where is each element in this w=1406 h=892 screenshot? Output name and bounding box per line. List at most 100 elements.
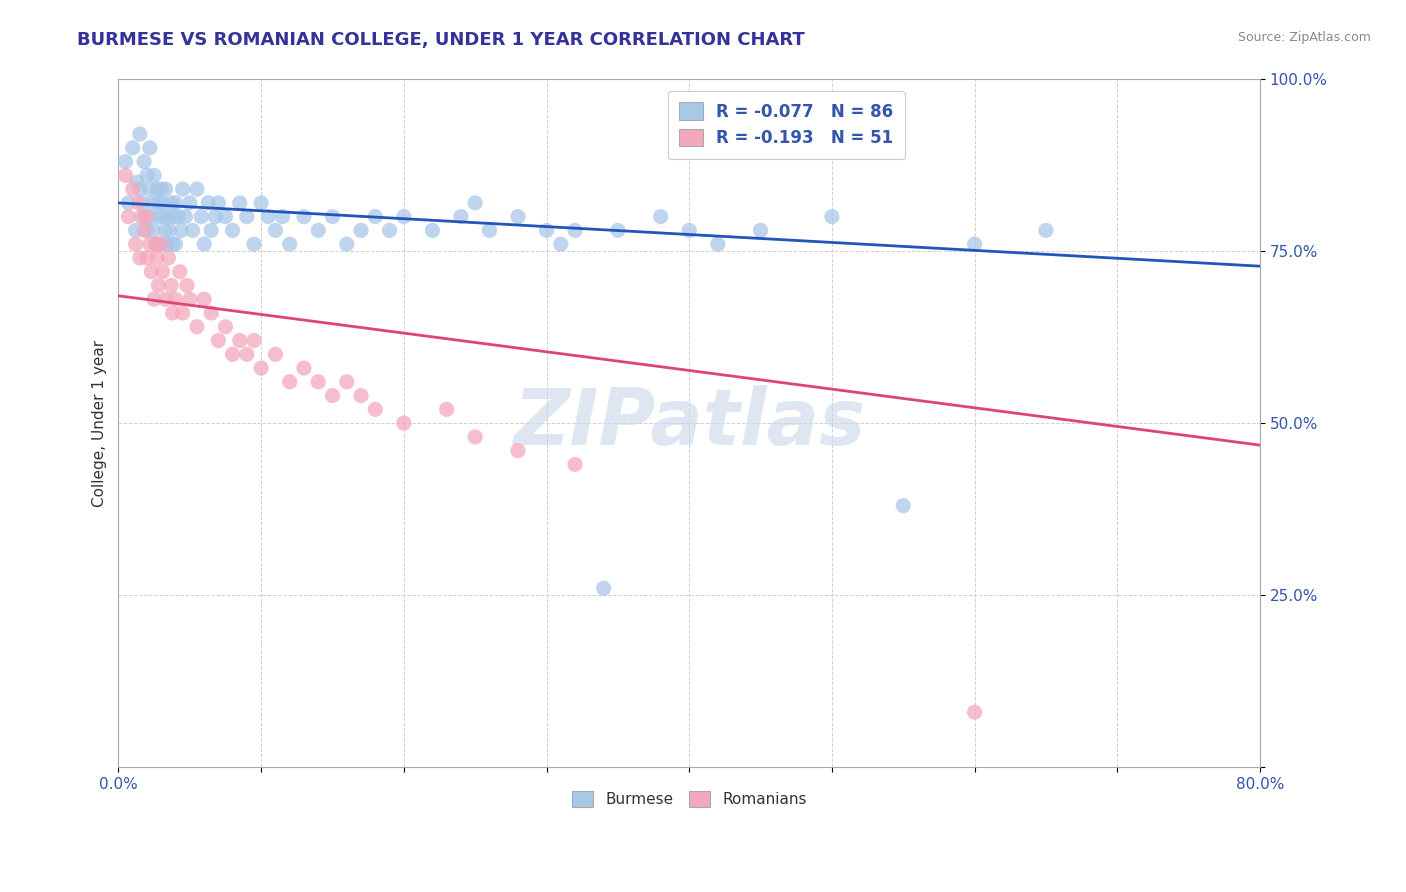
Point: [155, 182, 177, 196]
Point: [278, 237, 301, 252]
Point: [149, 210, 172, 224]
Point: [172, 306, 194, 320]
Point: [506, 210, 529, 224]
Point: [124, 223, 146, 237]
Point: [229, 195, 252, 210]
Point: [186, 182, 208, 196]
Point: [292, 210, 315, 224]
Point: [264, 347, 287, 361]
Point: [141, 210, 163, 224]
Point: [152, 195, 174, 210]
Point: [145, 237, 167, 252]
Point: [243, 237, 266, 252]
Point: [162, 306, 184, 320]
Point: [170, 223, 193, 237]
Point: [157, 210, 180, 224]
Point: [150, 182, 173, 196]
Point: [121, 182, 143, 196]
Point: [550, 237, 572, 252]
Point: [221, 223, 243, 237]
Point: [169, 265, 191, 279]
Point: [364, 402, 387, 417]
Point: [307, 375, 329, 389]
Point: [139, 237, 162, 252]
Point: [134, 210, 156, 224]
Point: [422, 223, 444, 237]
Point: [193, 292, 215, 306]
Point: [128, 251, 150, 265]
Point: [165, 237, 187, 252]
Point: [157, 251, 180, 265]
Point: [891, 499, 914, 513]
Point: [150, 237, 173, 252]
Point: [127, 195, 149, 210]
Point: [159, 223, 181, 237]
Point: [336, 375, 359, 389]
Point: [153, 210, 176, 224]
Point: [214, 319, 236, 334]
Point: [143, 169, 166, 183]
Point: [436, 402, 458, 417]
Point: [200, 306, 222, 320]
Point: [143, 292, 166, 306]
Point: [134, 223, 156, 237]
Point: [963, 237, 986, 252]
Point: [264, 223, 287, 237]
Point: [131, 195, 153, 210]
Point: [364, 210, 387, 224]
Point: [148, 195, 170, 210]
Point: [165, 195, 187, 210]
Point: [378, 223, 401, 237]
Point: [139, 141, 162, 155]
Point: [148, 237, 170, 252]
Point: [134, 154, 156, 169]
Point: [167, 210, 190, 224]
Point: [271, 210, 294, 224]
Point: [163, 210, 186, 224]
Point: [136, 223, 159, 237]
Point: [136, 210, 159, 224]
Point: [186, 319, 208, 334]
Point: [564, 458, 586, 472]
Point: [278, 375, 301, 389]
Point: [117, 195, 139, 210]
Point: [181, 223, 204, 237]
Legend: Burmese, Romanians: Burmese, Romanians: [564, 783, 814, 814]
Point: [146, 251, 169, 265]
Point: [142, 195, 165, 210]
Point: [114, 154, 136, 169]
Point: [128, 127, 150, 141]
Point: [174, 210, 197, 224]
Point: [136, 169, 159, 183]
Point: [200, 223, 222, 237]
Point: [678, 223, 700, 237]
Point: [250, 195, 273, 210]
Point: [128, 182, 150, 196]
Point: [464, 195, 486, 210]
Point: [204, 210, 226, 224]
Point: [160, 278, 183, 293]
Point: [193, 237, 215, 252]
Point: [143, 223, 166, 237]
Point: [150, 237, 173, 252]
Point: [257, 210, 280, 224]
Point: [536, 223, 558, 237]
Point: [336, 237, 359, 252]
Point: [307, 223, 329, 237]
Point: [155, 292, 177, 306]
Point: [117, 210, 139, 224]
Point: [156, 237, 179, 252]
Point: [450, 210, 472, 224]
Point: [129, 210, 152, 224]
Point: [160, 195, 183, 210]
Point: [963, 705, 986, 719]
Point: [506, 443, 529, 458]
Point: [121, 141, 143, 155]
Point: [392, 416, 415, 430]
Text: Source: ZipAtlas.com: Source: ZipAtlas.com: [1237, 31, 1371, 45]
Point: [145, 237, 167, 252]
Point: [564, 223, 586, 237]
Point: [141, 265, 163, 279]
Point: [229, 334, 252, 348]
Point: [152, 265, 174, 279]
